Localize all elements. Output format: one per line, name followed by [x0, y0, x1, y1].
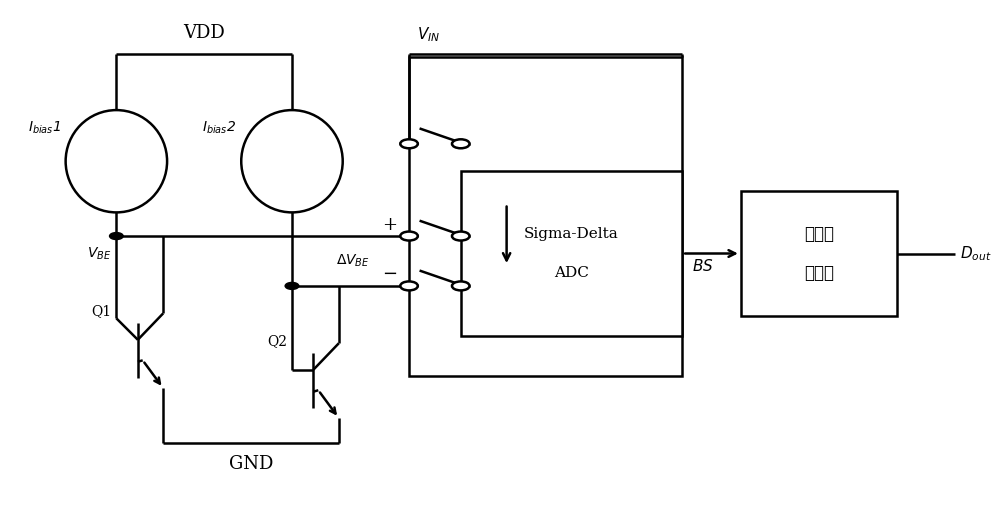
Circle shape [400, 232, 418, 240]
Text: ADC: ADC [554, 267, 589, 280]
Circle shape [400, 281, 418, 291]
Text: $V_{IN}$: $V_{IN}$ [417, 25, 440, 44]
Text: 滤波器: 滤波器 [804, 265, 834, 282]
Circle shape [452, 232, 470, 240]
Text: Sigma-Delta: Sigma-Delta [524, 227, 619, 240]
Ellipse shape [66, 110, 167, 212]
Bar [461, 171, 682, 336]
Bar [409, 56, 682, 376]
Text: 降采样: 降采样 [804, 225, 834, 242]
Circle shape [400, 139, 418, 148]
Text: VDD: VDD [183, 23, 225, 42]
Text: Q1: Q1 [91, 304, 111, 318]
Text: $BS$: $BS$ [692, 258, 714, 274]
Text: −: − [382, 266, 397, 283]
Circle shape [285, 282, 299, 289]
Text: $I_{bias}$2: $I_{bias}$2 [202, 119, 236, 136]
Circle shape [452, 281, 470, 291]
Text: +: + [382, 215, 397, 234]
Circle shape [452, 139, 470, 148]
Circle shape [110, 233, 123, 239]
Text: $\Delta V_{BE}$: $\Delta V_{BE}$ [336, 253, 370, 269]
Text: Q2: Q2 [267, 334, 287, 348]
Ellipse shape [241, 110, 343, 212]
Text: $I_{bias}$1: $I_{bias}$1 [28, 119, 61, 136]
Text: GND: GND [229, 455, 273, 474]
Bar [741, 191, 897, 316]
Text: $V_{BE}$: $V_{BE}$ [87, 246, 111, 263]
Text: $D_{out}$: $D_{out}$ [960, 244, 992, 263]
